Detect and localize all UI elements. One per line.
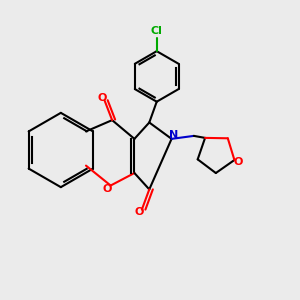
Text: O: O: [135, 207, 144, 217]
Text: O: O: [233, 158, 243, 167]
Text: O: O: [98, 93, 107, 103]
Text: N: N: [169, 130, 178, 140]
Text: Cl: Cl: [151, 26, 163, 36]
Text: O: O: [103, 184, 112, 194]
